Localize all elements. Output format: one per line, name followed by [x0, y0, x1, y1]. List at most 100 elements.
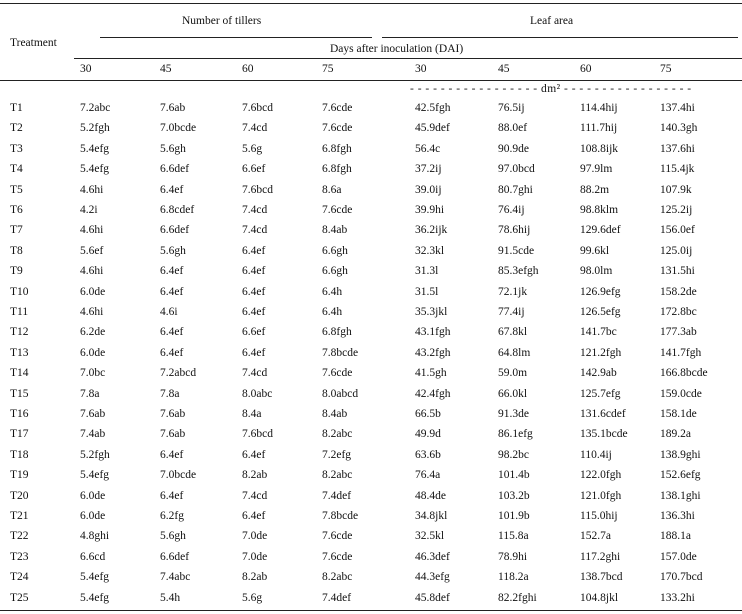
value-cell: 8.2abc [322, 428, 353, 441]
value-cell: 6.4ef [242, 306, 266, 318]
treatment-cell: T5 [10, 183, 23, 196]
value-cell: 4.8ghi [80, 530, 110, 543]
value-cell: 4.6hi [80, 265, 104, 278]
value-cell: 6.0de [80, 346, 106, 359]
value-cell: 35.3jkl [415, 306, 448, 318]
day-header: 45 [498, 63, 510, 75]
value-cell: 6.6cd [80, 550, 106, 563]
value-cell: 7.2abcd [160, 367, 197, 380]
value-cell: 6.6ef [242, 326, 266, 339]
value-cell: 5.4h [160, 591, 181, 604]
value-cell: 7.6cde [322, 530, 353, 543]
value-cell: 5.6ef [80, 244, 104, 257]
value-cell: 7.4abc [160, 571, 191, 584]
treatment-cell: T19 [10, 469, 29, 482]
value-cell: 6.8fgh [322, 163, 352, 176]
value-cell: 66.0kl [498, 387, 528, 400]
value-cell: 63.6b [415, 448, 441, 461]
value-cell: 141.7fgh [660, 346, 702, 359]
treatment-cell: T2 [10, 122, 23, 135]
value-cell: 158.2de [660, 285, 697, 298]
value-cell: 138.1ghi [660, 489, 701, 502]
value-cell: 5.4efg [80, 142, 110, 155]
value-cell: 6.4ef [160, 489, 184, 502]
value-cell: 4.6hi [80, 183, 104, 196]
value-cell: 72.1jk [498, 285, 528, 298]
value-cell: 8.4a [242, 408, 262, 420]
value-cell: 6.4ef [242, 285, 266, 298]
treatment-cell: T10 [10, 285, 29, 298]
treatment-header: Treatment [10, 37, 57, 49]
dai-header: Days after inoculation (DAI) [330, 43, 464, 55]
value-cell: 88.2m [580, 183, 610, 196]
value-cell: 166.8bcde [660, 367, 708, 380]
value-cell: 6.4h [322, 285, 343, 298]
value-cell: 131.5hi [660, 265, 695, 278]
value-cell: 77.4ij [498, 306, 525, 318]
value-cell: 5.2fgh [80, 122, 110, 135]
value-cell: 6.4ef [160, 346, 184, 359]
day-header: 30 [80, 63, 92, 75]
value-cell: 98.0lm [580, 265, 613, 278]
value-cell: 7.4cd [242, 224, 268, 237]
value-cell: 7.4def [322, 489, 352, 502]
value-cell: 56.4c [415, 142, 441, 155]
value-cell: 43.1fgh [415, 326, 451, 339]
value-cell: 114.4hij [580, 102, 618, 114]
value-cell: 111.7hij [580, 122, 618, 135]
value-cell: 141.7bc [580, 326, 617, 339]
value-cell: 7.6cde [322, 102, 353, 114]
value-cell: 7.6cde [322, 122, 353, 135]
value-cell: 107.9k [660, 183, 692, 196]
value-cell: 64.8lm [498, 346, 531, 359]
value-cell: 129.6def [580, 224, 621, 237]
value-cell: 159.0cde [660, 387, 702, 400]
value-cell: 142.9ab [580, 367, 617, 380]
value-cell: 8.4ab [322, 408, 348, 420]
value-cell: 137.4hi [660, 102, 695, 114]
value-cell: 125.2ij [660, 204, 693, 216]
value-cell: 5.4efg [80, 571, 110, 584]
value-cell: 46.3def [415, 550, 450, 563]
treatment-cell: T20 [10, 489, 29, 502]
value-cell: 32.5kl [415, 530, 445, 543]
value-cell: 6.4ef [160, 285, 184, 298]
value-cell: 5.6gh [160, 530, 186, 543]
value-cell: 137.6hi [660, 142, 695, 155]
value-cell: 6.8fgh [322, 326, 352, 339]
value-cell: 6.4h [322, 306, 343, 318]
value-cell: 66.5b [415, 408, 441, 420]
treatment-cell: T23 [10, 550, 29, 563]
value-cell: 8.0abc [242, 387, 273, 400]
value-cell: 101.9b [498, 510, 530, 522]
value-cell: 126.9efg [580, 285, 621, 298]
value-cell: 98.8klm [580, 204, 619, 216]
value-cell: 43.2fgh [415, 346, 451, 359]
value-cell: 78.9hi [498, 550, 528, 563]
value-cell: 6.4ef [160, 448, 184, 461]
treatment-cell: T14 [10, 367, 29, 380]
value-cell: 7.4cd [242, 367, 268, 380]
value-cell: 115.8a [498, 530, 529, 543]
value-cell: 172.8bc [660, 306, 697, 318]
value-cell: 115.0hij [580, 510, 618, 522]
value-cell: 7.6cde [322, 367, 353, 380]
value-cell: 82.2fghi [498, 591, 537, 604]
value-cell: 5.4efg [80, 469, 110, 482]
value-cell: 7.6ab [80, 408, 106, 420]
value-cell: 91.5cde [498, 244, 535, 257]
value-cell: 6.6def [160, 224, 190, 237]
value-cell: 7.6bcd [242, 102, 273, 114]
value-cell: 7.0de [242, 530, 268, 543]
day-header: 75 [322, 63, 334, 75]
value-cell: 117.2ghi [580, 550, 621, 563]
treatment-cell: T11 [10, 306, 29, 318]
value-cell: 5.2fgh [80, 448, 110, 461]
dai-rule [74, 58, 742, 59]
value-cell: 41.5gh [415, 367, 447, 380]
value-cell: 157.0de [660, 550, 697, 563]
value-cell: 6.4ef [160, 183, 184, 196]
value-cell: 7.6cde [322, 204, 353, 216]
value-cell: 8.2ab [242, 571, 268, 584]
value-cell: 177.3ab [660, 326, 697, 339]
